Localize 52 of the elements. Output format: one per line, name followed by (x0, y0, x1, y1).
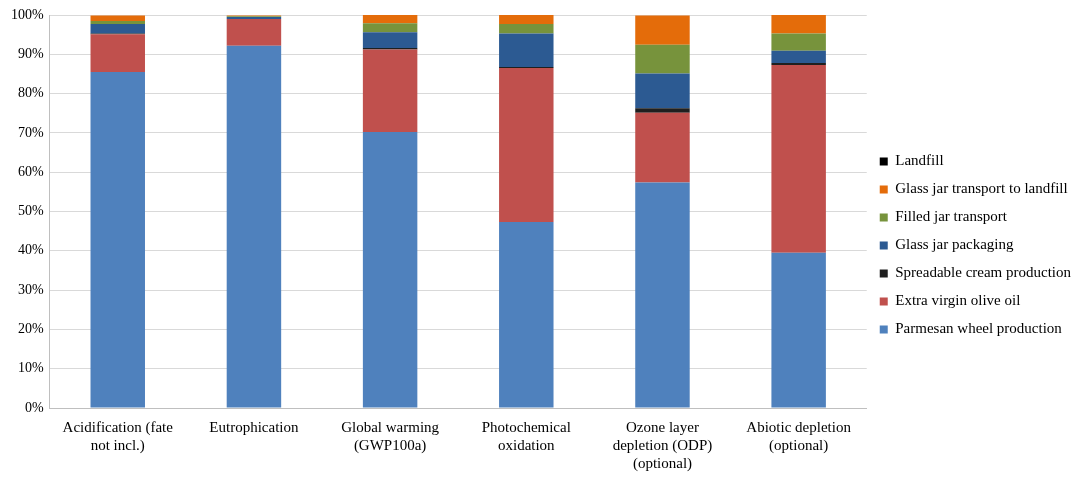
x-tick-label: Abiotic depletion (optional) (746, 418, 852, 454)
bar (635, 108, 690, 113)
bar (362, 23, 418, 33)
bar (499, 222, 554, 408)
bar (499, 68, 554, 223)
bar (499, 24, 554, 34)
bar (771, 252, 826, 408)
legend-label: Glass jar transport to landfill (895, 180, 1068, 197)
y-tick-label: 40% (17, 242, 44, 258)
x-tick-label: Eutrophication (209, 418, 299, 435)
bar (226, 45, 282, 408)
bar (362, 15, 418, 24)
x-tick-label: Global warming (GWP100a) (341, 418, 440, 454)
bar (771, 50, 826, 63)
bar (90, 71, 145, 408)
bar (771, 15, 826, 34)
bar (635, 182, 690, 408)
y-tick-label: 50% (17, 203, 44, 219)
legend-label: Filled jar transport (895, 208, 1008, 225)
y-tick-label: 70% (17, 124, 44, 140)
y-tick-label: 10% (17, 360, 44, 376)
bar (362, 49, 418, 133)
bar (362, 32, 418, 49)
bar (499, 33, 554, 67)
y-tick-label: 30% (17, 281, 44, 297)
bar (90, 34, 145, 72)
legend-label: Spreadable cream production (895, 264, 1072, 281)
y-tick-label: 60% (17, 163, 44, 179)
bar (499, 15, 554, 25)
bar (635, 15, 690, 45)
x-tick-label: Ozone layer depletion (ODP) (optional) (612, 418, 713, 472)
x-tick-label: Acidification (fate not incl.) (62, 418, 174, 454)
legend-label: Extra virgin olive oil (895, 292, 1021, 309)
bar (90, 24, 145, 34)
y-tick-label: 100% (10, 6, 44, 22)
legend-label: Landfill (895, 152, 944, 169)
bar (771, 64, 826, 253)
bar (362, 132, 418, 408)
legend-label: Parmesan wheel production (895, 320, 1063, 337)
bar (635, 112, 690, 183)
bar (635, 73, 690, 109)
bar (635, 44, 690, 74)
y-tick-label: 90% (17, 45, 44, 61)
bar (226, 18, 282, 46)
bar (90, 20, 145, 25)
bar (90, 15, 145, 21)
x-tick-label: Photochemical oxidation (481, 418, 571, 453)
y-tick-label: 20% (17, 321, 44, 337)
y-tick-label: 80% (17, 85, 44, 101)
bar (771, 33, 826, 51)
legend-label: Glass jar packaging (895, 236, 1015, 253)
y-tick-label: 0% (24, 399, 44, 415)
